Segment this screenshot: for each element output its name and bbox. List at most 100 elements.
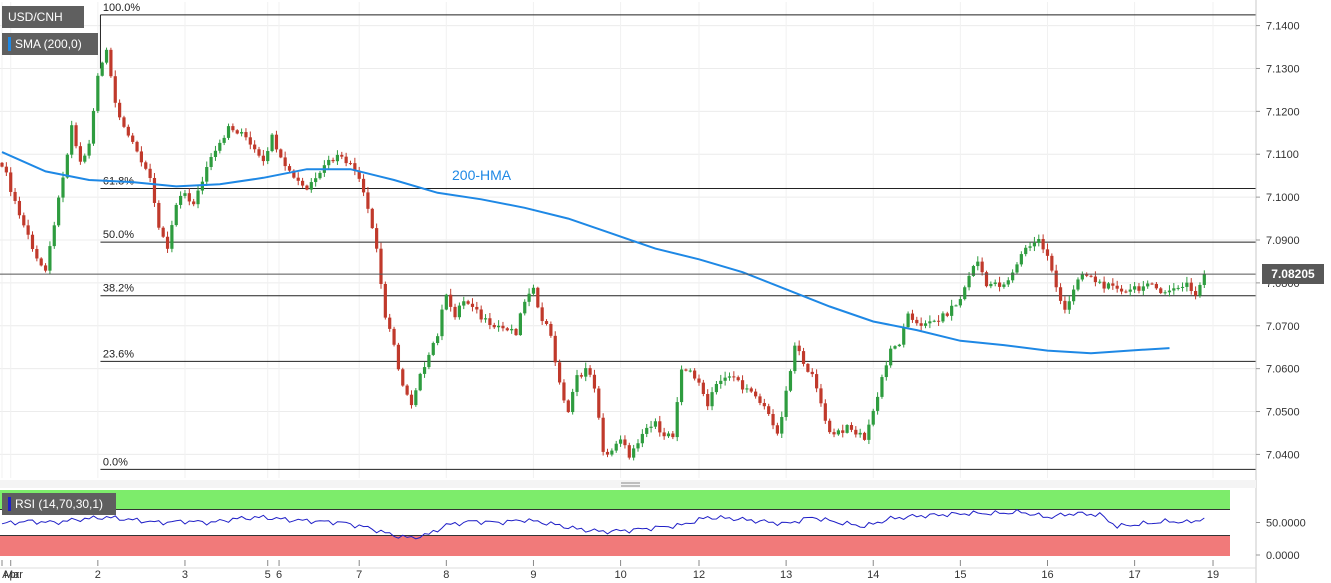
- candle-body: [318, 172, 322, 179]
- candle-body: [270, 134, 274, 152]
- price-tick-label: 7.1100: [1266, 149, 1299, 161]
- candle-body: [1006, 280, 1010, 285]
- pane-divider[interactable]: [0, 480, 1256, 488]
- candle-body: [653, 421, 658, 427]
- candle-body: [17, 200, 22, 216]
- rsi-tick-label: 0.0000: [1266, 550, 1300, 562]
- candle-body: [531, 287, 536, 294]
- candle-body: [828, 420, 832, 433]
- candle-body: [980, 261, 984, 273]
- candle-body: [1154, 283, 1158, 289]
- candle-body: [1102, 281, 1106, 289]
- sma-legend[interactable]: SMA (200,0): [2, 33, 98, 55]
- price-tick-label: 7.1300: [1266, 63, 1300, 75]
- candle-body: [671, 433, 675, 438]
- candle-body: [993, 282, 997, 284]
- candle-body: [9, 172, 13, 192]
- candle-body: [453, 306, 457, 318]
- candle-body: [1137, 286, 1141, 291]
- candle-body: [257, 149, 261, 156]
- candle-body: [1167, 290, 1172, 293]
- candle-body: [187, 193, 191, 202]
- candle-body: [871, 410, 875, 425]
- candle-body: [841, 430, 845, 433]
- candlestick-series: [0, 47, 1206, 461]
- candle-body: [941, 313, 945, 322]
- time-tick-label: 12: [693, 569, 705, 581]
- candle-body: [396, 344, 401, 370]
- candle-body: [928, 321, 932, 324]
- candle-body: [118, 102, 122, 118]
- candle-body: [91, 110, 96, 144]
- candle-body: [902, 327, 906, 345]
- candle-body: [915, 319, 919, 324]
- candle-body: [261, 155, 265, 162]
- candle-body: [1119, 288, 1124, 292]
- candle-body: [479, 309, 483, 320]
- fib-level-label: 23.6%: [103, 348, 134, 360]
- candle-body: [801, 351, 806, 364]
- candle-body: [819, 388, 823, 404]
- fib-level-label: 100.0%: [103, 2, 141, 14]
- candle-body: [1193, 291, 1198, 296]
- candle-body: [348, 163, 353, 165]
- candle-body: [919, 323, 923, 326]
- time-tick-label: 19: [1207, 569, 1219, 581]
- candle-body: [409, 394, 414, 406]
- candle-body: [253, 144, 257, 150]
- candle-body: [492, 324, 496, 328]
- candle-body: [1176, 287, 1180, 289]
- candle-body: [239, 132, 244, 134]
- candle-body: [26, 225, 30, 235]
- candle-body: [719, 380, 723, 385]
- candle-body: [152, 177, 157, 203]
- candle-body: [697, 378, 701, 383]
- candle-body: [170, 225, 174, 249]
- rsi-line: [1, 508, 1205, 540]
- candle-body: [1037, 239, 1041, 243]
- rsi-axis: 50.0000 0.0000: [1256, 518, 1306, 562]
- rsi-legend[interactable]: RSI (14,70,30,1): [2, 493, 116, 515]
- candle-body: [174, 204, 178, 226]
- candle-body: [375, 228, 379, 249]
- time-tick-label: 17: [1128, 569, 1140, 581]
- candle-body: [984, 272, 989, 287]
- candle-body: [148, 168, 152, 178]
- candle-body: [83, 155, 87, 162]
- candle-body: [553, 335, 557, 363]
- candle-body: [70, 125, 74, 155]
- candle-body: [893, 346, 897, 349]
- candle-body: [806, 363, 810, 372]
- candle-body: [109, 49, 113, 77]
- candle-body: [314, 178, 318, 183]
- candle-body: [579, 375, 583, 377]
- candle-body: [662, 432, 666, 437]
- candle-body: [867, 424, 871, 440]
- candle-body: [1185, 282, 1189, 287]
- candle-body: [192, 201, 196, 205]
- candle-body: [1150, 283, 1154, 285]
- candle-body: [340, 154, 344, 157]
- symbol-legend[interactable]: USD/CNH: [2, 6, 84, 28]
- price-tick-label: 7.1000: [1266, 192, 1300, 204]
- candle-body: [418, 373, 422, 391]
- candle-body: [880, 377, 884, 397]
- candle-body: [1067, 301, 1071, 310]
- candle-body: [640, 433, 644, 444]
- candle-body: [165, 236, 170, 249]
- candle-body: [43, 265, 48, 271]
- candle-body: [1133, 286, 1137, 290]
- sma-label: SMA (200,0): [15, 37, 82, 51]
- candle-body: [483, 318, 488, 320]
- time-tick-label: 14: [867, 569, 879, 581]
- candle-body: [344, 156, 348, 164]
- candle-body: [557, 362, 562, 383]
- candle-body: [540, 307, 544, 322]
- candle-body: [209, 156, 213, 167]
- candle-body: [775, 425, 780, 434]
- rsi-pane: [0, 490, 1230, 556]
- time-tick-label: 3: [182, 569, 188, 581]
- price-axis: 7.14007.13007.12007.11007.10007.09007.08…: [1255, 0, 1300, 583]
- candle-body: [74, 125, 78, 147]
